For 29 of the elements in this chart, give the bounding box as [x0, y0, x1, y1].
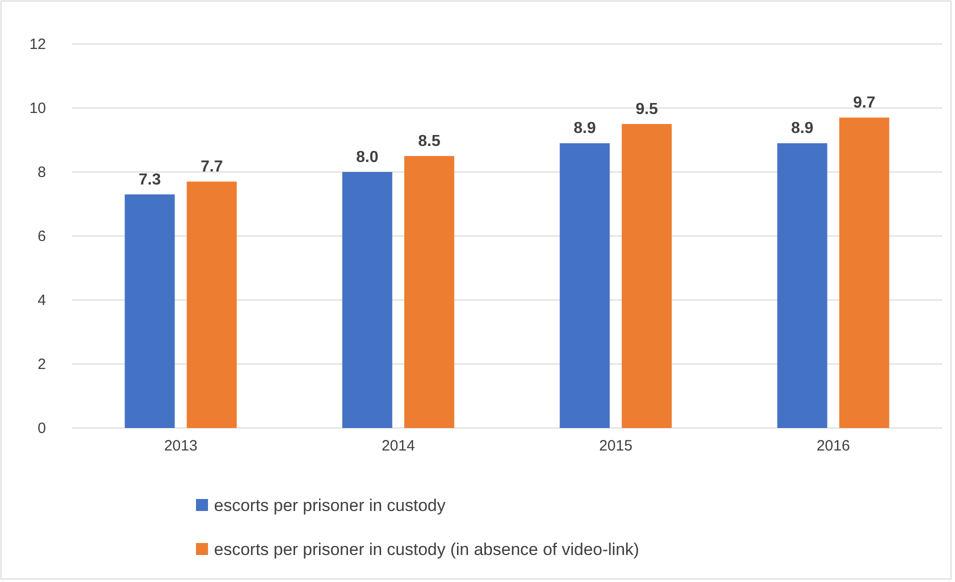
bar [839, 118, 890, 428]
y-tick-label: 6 [38, 228, 46, 245]
y-tick-label: 4 [38, 292, 46, 309]
data-label: 8.5 [418, 133, 440, 150]
x-tick-label: 2015 [599, 438, 632, 454]
bar [342, 172, 392, 428]
y-tick-label: 0 [38, 420, 46, 437]
data-label: 9.7 [853, 94, 876, 112]
legend-label: escorts per prisoner in custody [214, 496, 446, 515]
bar [622, 124, 672, 428]
legend-label: escorts per prisoner in custody (in absence of video-link) [214, 540, 640, 559]
bar [186, 182, 237, 428]
x-tick-label: 2013 [164, 438, 198, 454]
bar [404, 156, 454, 428]
data-label: 9.5 [636, 101, 658, 118]
x-tick-label: 2016 [816, 438, 850, 454]
x-tick-label: 2014 [382, 438, 415, 454]
y-tick-label: 2 [38, 356, 46, 373]
y-tick-label: 10 [29, 100, 46, 117]
data-label: 8.0 [356, 149, 378, 166]
y-tick-label: 8 [38, 164, 46, 181]
data-label: 8.9 [574, 120, 596, 138]
data-label: 8.9 [791, 120, 814, 138]
data-label: 7.3 [138, 171, 161, 188]
y-tick-label: 12 [29, 36, 46, 53]
bar [560, 143, 610, 428]
data-label: 7.7 [200, 158, 223, 176]
bar [777, 143, 828, 428]
bar [124, 194, 175, 428]
